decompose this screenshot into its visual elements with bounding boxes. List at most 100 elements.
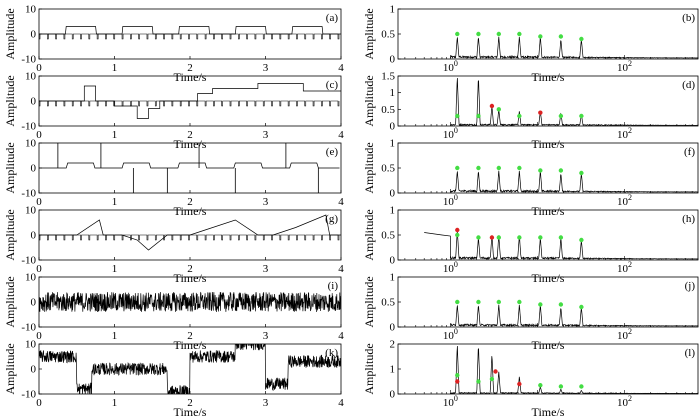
y-tick-label: 10 (25, 71, 37, 83)
y-axis-label: Amplitude (362, 142, 376, 193)
x-tick-label: 100 (443, 394, 458, 409)
y-tick-label: -10 (21, 54, 36, 66)
green-marker (558, 168, 564, 173)
y-tick-label: 1 (390, 87, 396, 99)
y-tick-label: -10 (21, 188, 36, 200)
panel-label: (j) (685, 280, 696, 292)
y-tick-label: 10 (25, 138, 37, 150)
y-tick-label: 10 (25, 272, 37, 284)
x-tick-label: 3 (263, 263, 269, 275)
x-tick-label: 4 (338, 129, 344, 141)
panel-label: (h) (682, 213, 695, 225)
x-tick-label: 4 (338, 196, 344, 208)
green-marker (455, 373, 460, 378)
green-marker (496, 165, 502, 171)
red-marker (489, 235, 495, 240)
x-tick-label: 102 (617, 59, 632, 74)
green-marker (579, 384, 584, 389)
green-marker (476, 31, 481, 37)
green-marker (538, 302, 543, 307)
panel-h: 0 0.5 1 100 102 Time/s Amplitude (h) (362, 205, 699, 285)
panel-b: 0 0.5 1 100 102 Time/s Amplitude (b) (362, 4, 699, 84)
y-tick-label: 0 (390, 255, 396, 267)
x-axis-label: Time/s (174, 271, 207, 285)
signal-detail (39, 33, 340, 40)
y-axis-label: Amplitude (362, 8, 376, 59)
y-tick-label: 1 (390, 205, 396, 217)
green-marker (455, 31, 460, 37)
green-marker (489, 376, 495, 382)
y-tick-label: 2 (390, 339, 396, 351)
y-tick-label: 1 (390, 138, 396, 150)
x-tick-label: 100 (443, 126, 458, 141)
spectrum-line (450, 77, 698, 126)
x-tick-label: 100 (443, 260, 458, 275)
x-tick-label: 3 (263, 397, 269, 409)
panel-label: (e) (326, 146, 339, 158)
y-axis-label: Amplitude (3, 8, 17, 59)
x-tick-label: 0 (36, 196, 42, 208)
y-tick-label: 0 (31, 364, 37, 376)
y-tick-label: 0 (390, 121, 396, 133)
red-marker (517, 381, 522, 387)
y-tick-label: 0 (390, 389, 396, 401)
y-tick-label: 0 (31, 29, 37, 41)
x-axis-label: Time/s (532, 271, 565, 285)
green-marker (476, 113, 481, 119)
green-marker (517, 113, 522, 119)
x-tick-label: 2 (187, 397, 193, 409)
green-marker (455, 113, 460, 119)
spectrum-line (450, 304, 698, 327)
x-tick-label: 102 (617, 260, 632, 275)
green-marker (476, 299, 481, 305)
x-tick-label: 1 (112, 330, 118, 342)
x-tick-label: 4 (338, 62, 344, 74)
spectrum-line (450, 170, 698, 193)
y-axis-label: Amplitude (3, 142, 17, 193)
y-tick-label: 10 (25, 205, 37, 217)
panel-label: (c) (326, 79, 339, 91)
spectrum-line (424, 231, 698, 260)
x-axis-label: Time/s (532, 70, 565, 84)
x-axis-label: Time/s (174, 204, 207, 218)
y-tick-label: -10 (21, 121, 36, 133)
y-tick-label: 0 (31, 96, 37, 108)
panel-f: 0 0.5 1 100 102 Time/s Amplitude (f) (362, 138, 699, 218)
x-tick-label: 4 (338, 263, 344, 275)
red-marker (455, 379, 460, 384)
green-marker (455, 299, 460, 305)
y-tick-label: 0 (390, 322, 396, 334)
plot-frame (397, 75, 699, 127)
x-axis-label: Time/s (532, 204, 565, 218)
green-marker (579, 170, 584, 176)
spectrum-line (450, 345, 698, 394)
panel-label: (d) (682, 79, 695, 91)
green-marker (517, 235, 522, 240)
signal-line (39, 162, 340, 169)
x-axis-label: Time/s (532, 338, 565, 352)
y-tick-label: 0.5 (381, 29, 395, 41)
x-tick-label: 102 (617, 394, 632, 409)
x-tick-label: 2 (187, 62, 193, 74)
panel-d: 0 0.5 1 1.5 100 102 Time/s Amplitude (d) (362, 71, 699, 151)
green-marker (538, 383, 543, 388)
green-marker (558, 235, 564, 240)
green-marker (538, 34, 543, 39)
x-tick-label: 0 (36, 263, 42, 275)
x-tick-label: 100 (443, 327, 458, 342)
x-axis-label: Time/s (174, 70, 207, 84)
green-marker (538, 235, 543, 240)
y-tick-label: 10 (25, 339, 37, 351)
x-tick-label: 4 (338, 397, 344, 409)
x-tick-label: 102 (617, 193, 632, 208)
green-marker (558, 113, 564, 119)
y-axis-label: Amplitude (3, 343, 17, 394)
panel-label: (g) (325, 213, 338, 225)
x-tick-label: 102 (617, 327, 632, 342)
x-axis-label: Time/s (532, 405, 565, 419)
red-marker (538, 110, 543, 115)
y-axis-label: Amplitude (362, 343, 376, 394)
